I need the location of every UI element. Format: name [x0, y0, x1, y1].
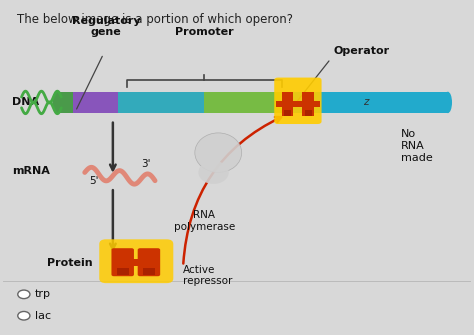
Text: 5': 5': [90, 176, 99, 186]
Ellipse shape: [53, 92, 61, 113]
Text: Protein: Protein: [47, 258, 93, 268]
Bar: [282, 92, 448, 113]
Text: mRNA: mRNA: [12, 166, 50, 176]
Text: No
RNA
made: No RNA made: [401, 130, 433, 163]
Ellipse shape: [195, 133, 242, 173]
Bar: [57, 92, 73, 113]
Bar: [73, 92, 118, 113]
Text: The below image is a portion of which operon?: The below image is a portion of which op…: [17, 13, 293, 26]
Bar: [305, 110, 312, 117]
Bar: [143, 268, 155, 275]
FancyBboxPatch shape: [137, 248, 160, 276]
Ellipse shape: [444, 92, 452, 113]
Bar: [117, 268, 129, 275]
Bar: [302, 92, 314, 117]
Text: Regulatory
gene: Regulatory gene: [72, 16, 140, 38]
Ellipse shape: [198, 161, 229, 184]
Text: Active
repressor: Active repressor: [183, 265, 233, 286]
Text: DNA: DNA: [12, 97, 39, 107]
FancyBboxPatch shape: [111, 248, 134, 276]
Text: trp: trp: [35, 289, 51, 299]
FancyBboxPatch shape: [99, 239, 173, 283]
Circle shape: [18, 290, 30, 298]
Bar: [204, 92, 282, 113]
Text: z: z: [364, 97, 369, 107]
Bar: [284, 110, 291, 117]
Bar: [118, 92, 204, 113]
Text: RNA
polymerase: RNA polymerase: [173, 210, 235, 232]
Bar: [114, 259, 159, 266]
Bar: [276, 100, 320, 107]
Text: Promoter: Promoter: [175, 27, 234, 38]
Circle shape: [18, 312, 30, 320]
Text: Operator: Operator: [333, 46, 389, 56]
Text: 3': 3': [141, 159, 150, 169]
Bar: [282, 92, 293, 117]
FancyBboxPatch shape: [274, 78, 321, 124]
Text: lac: lac: [35, 311, 51, 321]
